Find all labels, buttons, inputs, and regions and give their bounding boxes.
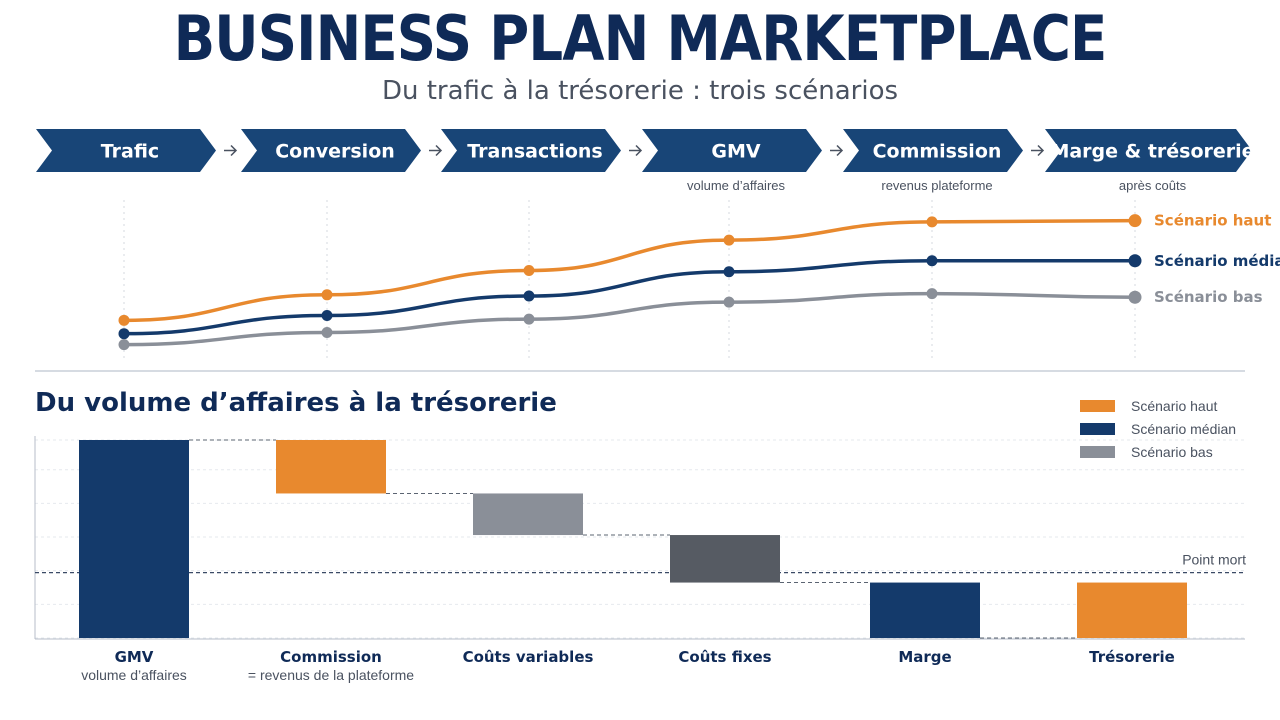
line-point [523, 313, 535, 325]
line-point [118, 328, 130, 340]
waterfall-legend-swatch [1080, 400, 1115, 412]
waterfall-legend-label: Scénario bas [1131, 444, 1213, 460]
page-subtitle: Du trafic à la trésorerie : trois scénar… [381, 76, 899, 106]
line-point [723, 234, 735, 246]
line-point [1128, 290, 1142, 304]
flow-step-label: Marge & trésorerie [1050, 141, 1254, 163]
line-point [1128, 214, 1142, 228]
line-series-1 [122, 218, 1137, 323]
waterfall-legend-label: Scénario haut [1131, 398, 1218, 414]
line-point [926, 255, 938, 267]
line-series-label: Scénario haut [1154, 212, 1271, 230]
page-title: BUSINESS PLAN MARKETPLACE [173, 2, 1108, 75]
break-even-label: Point mort [1182, 552, 1246, 568]
line-series-3 [122, 291, 1137, 347]
line-point [523, 264, 535, 276]
waterfall-category-label: Coûts fixes [678, 648, 771, 666]
arrow-icon [629, 144, 643, 157]
waterfall-legend-swatch [1080, 446, 1115, 458]
line-point [723, 266, 735, 278]
waterfall-category-label: Trésorerie [1089, 648, 1175, 666]
waterfall-bar-4 [670, 535, 780, 583]
waterfall-legend-swatch [1080, 423, 1115, 435]
flow-step-1 [36, 129, 216, 172]
line-point [118, 314, 130, 326]
flow-step-4 [642, 129, 822, 172]
waterfall-category-label: Commission [280, 648, 382, 666]
line-point [926, 288, 938, 300]
line-point [1128, 254, 1142, 268]
line-point [321, 289, 333, 301]
flow-step-label: Transactions [467, 141, 602, 163]
waterfall-legend-label: Scénario médian [1131, 421, 1236, 437]
line-point [118, 339, 130, 351]
waterfall-bar-1 [79, 440, 189, 638]
line-point [321, 326, 333, 338]
flow-step-6 [1045, 129, 1252, 172]
waterfall-bar-5 [870, 582, 980, 638]
flow-step-3 [441, 129, 621, 172]
line-point [523, 290, 535, 302]
flow-step-label: Conversion [275, 141, 395, 163]
flow-step-label: GMV [711, 141, 761, 163]
line-series-2 [122, 259, 1137, 336]
flow-step-label: Commission [873, 141, 1002, 163]
waterfall-bar-2 [276, 440, 386, 494]
waterfall-category-subtitle: volume d’affaires [81, 667, 187, 683]
waterfall-bar-6 [1077, 582, 1187, 638]
waterfall-title: Du volume d’affaires à la trésorerie [35, 388, 557, 418]
waterfall-category-label: Coûts variables [463, 648, 594, 666]
waterfall-bar-3 [473, 493, 583, 536]
arrow-icon [1031, 144, 1045, 157]
flow-step-subtitle: après coûts [1119, 178, 1187, 193]
arrow-icon [224, 144, 238, 157]
arrow-icon [429, 144, 443, 157]
line-point [926, 216, 938, 228]
flow-step-2 [241, 129, 421, 172]
line-series-label: Scénario bas [1154, 288, 1263, 306]
flow-step-label: Trafic [101, 141, 159, 163]
waterfall-category-subtitle: = revenus de la plateforme [248, 667, 414, 683]
line-point [321, 309, 333, 321]
flow-step-subtitle: volume d’affaires [687, 178, 786, 193]
flow-step-subtitle: revenus plateforme [881, 178, 992, 193]
waterfall-category-label: GMV [115, 648, 154, 666]
line-point [723, 296, 735, 308]
flow-step-5 [843, 129, 1023, 172]
waterfall-category-label: Marge [898, 648, 951, 666]
arrow-icon [830, 144, 844, 157]
line-series-label: Scénario médian [1154, 252, 1280, 270]
